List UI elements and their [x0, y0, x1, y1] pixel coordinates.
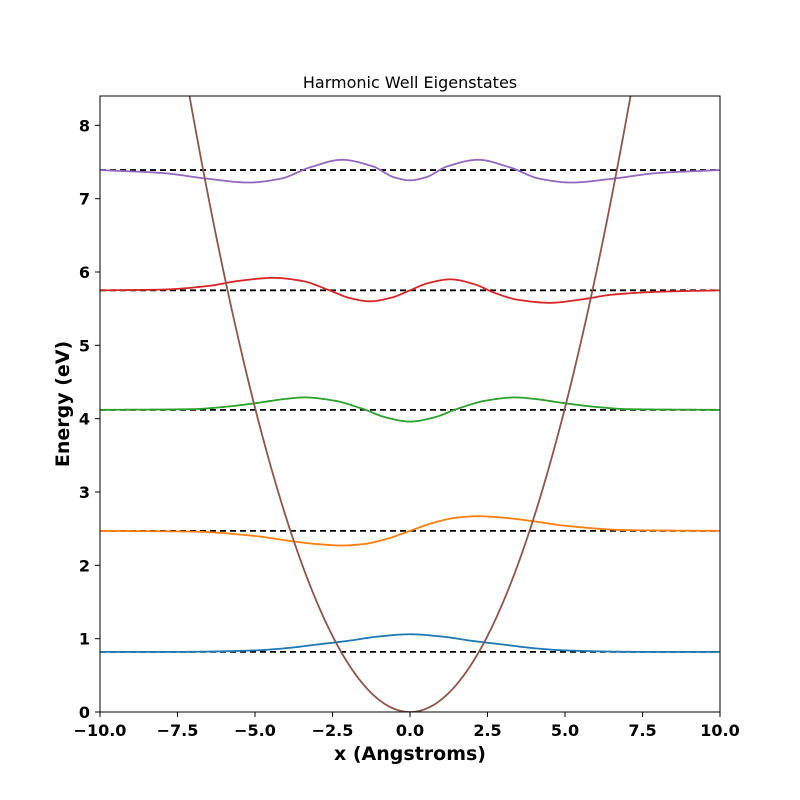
y-tick-label: 0	[79, 703, 90, 722]
y-tick-label: 2	[79, 556, 90, 575]
x-tick-label: 2.5	[473, 721, 501, 740]
wavefunction-curve	[100, 396, 720, 423]
x-tick-label: 7.5	[628, 721, 656, 740]
x-tick-label: −7.5	[157, 721, 199, 740]
y-tick-label: 8	[79, 116, 90, 135]
y-tick-label: 3	[79, 483, 90, 502]
x-tick-label: −2.5	[312, 721, 354, 740]
x-tick-label: 0.0	[396, 721, 424, 740]
y-axis: 0 1 2 3 4 5 6 7 8	[79, 116, 100, 722]
wavefunction-curve	[100, 276, 720, 304]
y-tick-label: 7	[79, 190, 90, 209]
y-tick-label: 4	[79, 410, 90, 429]
x-tick-label: −10.0	[74, 721, 127, 740]
y-tick-label: 5	[79, 336, 90, 355]
potential-curve	[188, 96, 632, 712]
y-axis-label: Energy (eV)	[52, 341, 74, 467]
x-axis: −10.0 −7.5 −5.0 −2.5 0.0 2.5 5.0 7.5 10.0	[74, 712, 740, 740]
chart-title: Harmonic Well Eigenstates	[303, 73, 517, 92]
x-axis-label: x (Angstroms)	[334, 743, 486, 765]
x-tick-label: 5.0	[551, 721, 579, 740]
x-tick-label: −5.0	[234, 721, 276, 740]
wavefunction-curve	[100, 158, 720, 184]
x-tick-label: 10.0	[700, 721, 739, 740]
wavefunction-curve	[100, 515, 720, 547]
plot-frame	[99, 95, 721, 713]
y-tick-label: 1	[79, 630, 90, 649]
plot-area	[100, 96, 720, 712]
wavefunction-curve	[100, 633, 720, 653]
y-tick-label: 6	[79, 263, 90, 282]
